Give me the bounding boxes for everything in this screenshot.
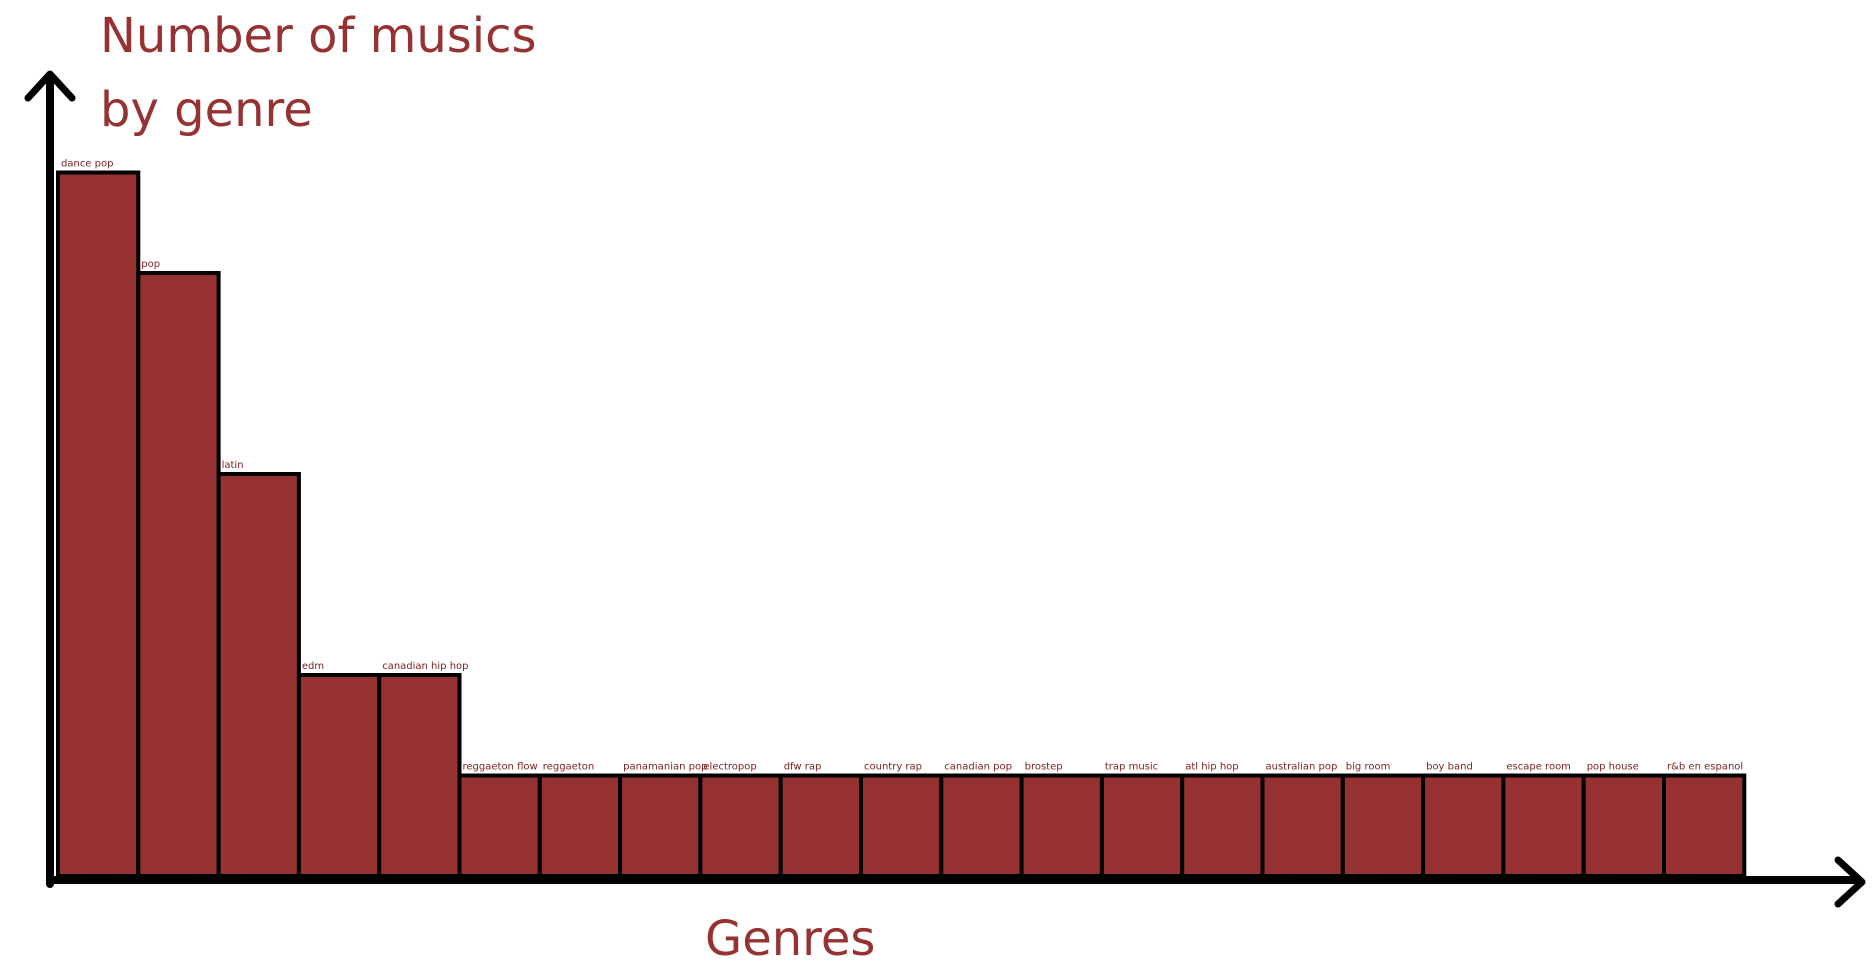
x-axis-arrow-icon [1834,856,1866,908]
bar-boy-band [1421,773,1506,878]
bar-label: australian pop [1266,762,1338,773]
bar-label: electropop [703,762,756,773]
bar-label: pop house [1587,762,1639,773]
bar-reggaeton-flow [457,773,542,878]
bars-group [56,170,1747,878]
bar-label: escape room [1506,762,1571,773]
y-axis [24,70,76,888]
bar-label: brostep [1025,762,1063,773]
bar-dance-pop [56,170,141,878]
bar-panamanian-pop [618,773,703,878]
bar-label: boy band [1426,762,1473,773]
chart-title-line-2: by genre [100,82,313,138]
bar-label: canadian pop [944,762,1012,773]
bar-label: reggaeton [543,762,594,773]
bar-latin [216,472,301,878]
bar-escape-room [1501,773,1586,878]
bar-trap-music [1099,773,1185,878]
bar-label: r&b en espanol [1667,762,1743,773]
bar-pop-house [1581,773,1666,878]
bar-label: trap music [1105,762,1158,773]
bar-label: dance pop [61,159,113,170]
bar-label: big room [1346,762,1391,773]
bar-label: panamanian pop [623,762,707,773]
bar-label: reggaeton flow [463,762,538,773]
chart-title-line-1: Number of musics [100,8,537,64]
bar-canadian-pop [939,773,1024,878]
bar-canadian-hip-hop [377,673,462,878]
bar-reggaeton [537,773,623,878]
bar-electropop [698,773,783,878]
bar-australian-pop [1260,773,1345,878]
bar-big-room [1340,773,1426,878]
bar-edm [296,673,382,878]
bar-labels-group: dance pop pop latin edm canadian hip hop regg… [61,159,1743,773]
bar-pop [136,271,221,878]
bar-r-b-en-espanol [1662,773,1747,878]
bar-label: canadian hip hop [382,661,468,672]
x-axis-label: Genres [705,911,875,967]
bar-label: latin [222,460,244,471]
bar-label: atl hip hop [1185,762,1238,773]
bar-label: dfw rap [784,762,822,773]
bar-country-rap [859,773,944,878]
bar-dfw-rap [778,773,864,878]
bar-atl-hip-hop [1180,773,1265,878]
y-axis-arrow-icon [24,70,76,102]
bar-label: pop [141,259,160,270]
bar-brostep [1019,773,1104,878]
bar-label: edm [302,661,324,672]
bar-label: country rap [864,762,922,773]
x-axis [46,856,1866,908]
